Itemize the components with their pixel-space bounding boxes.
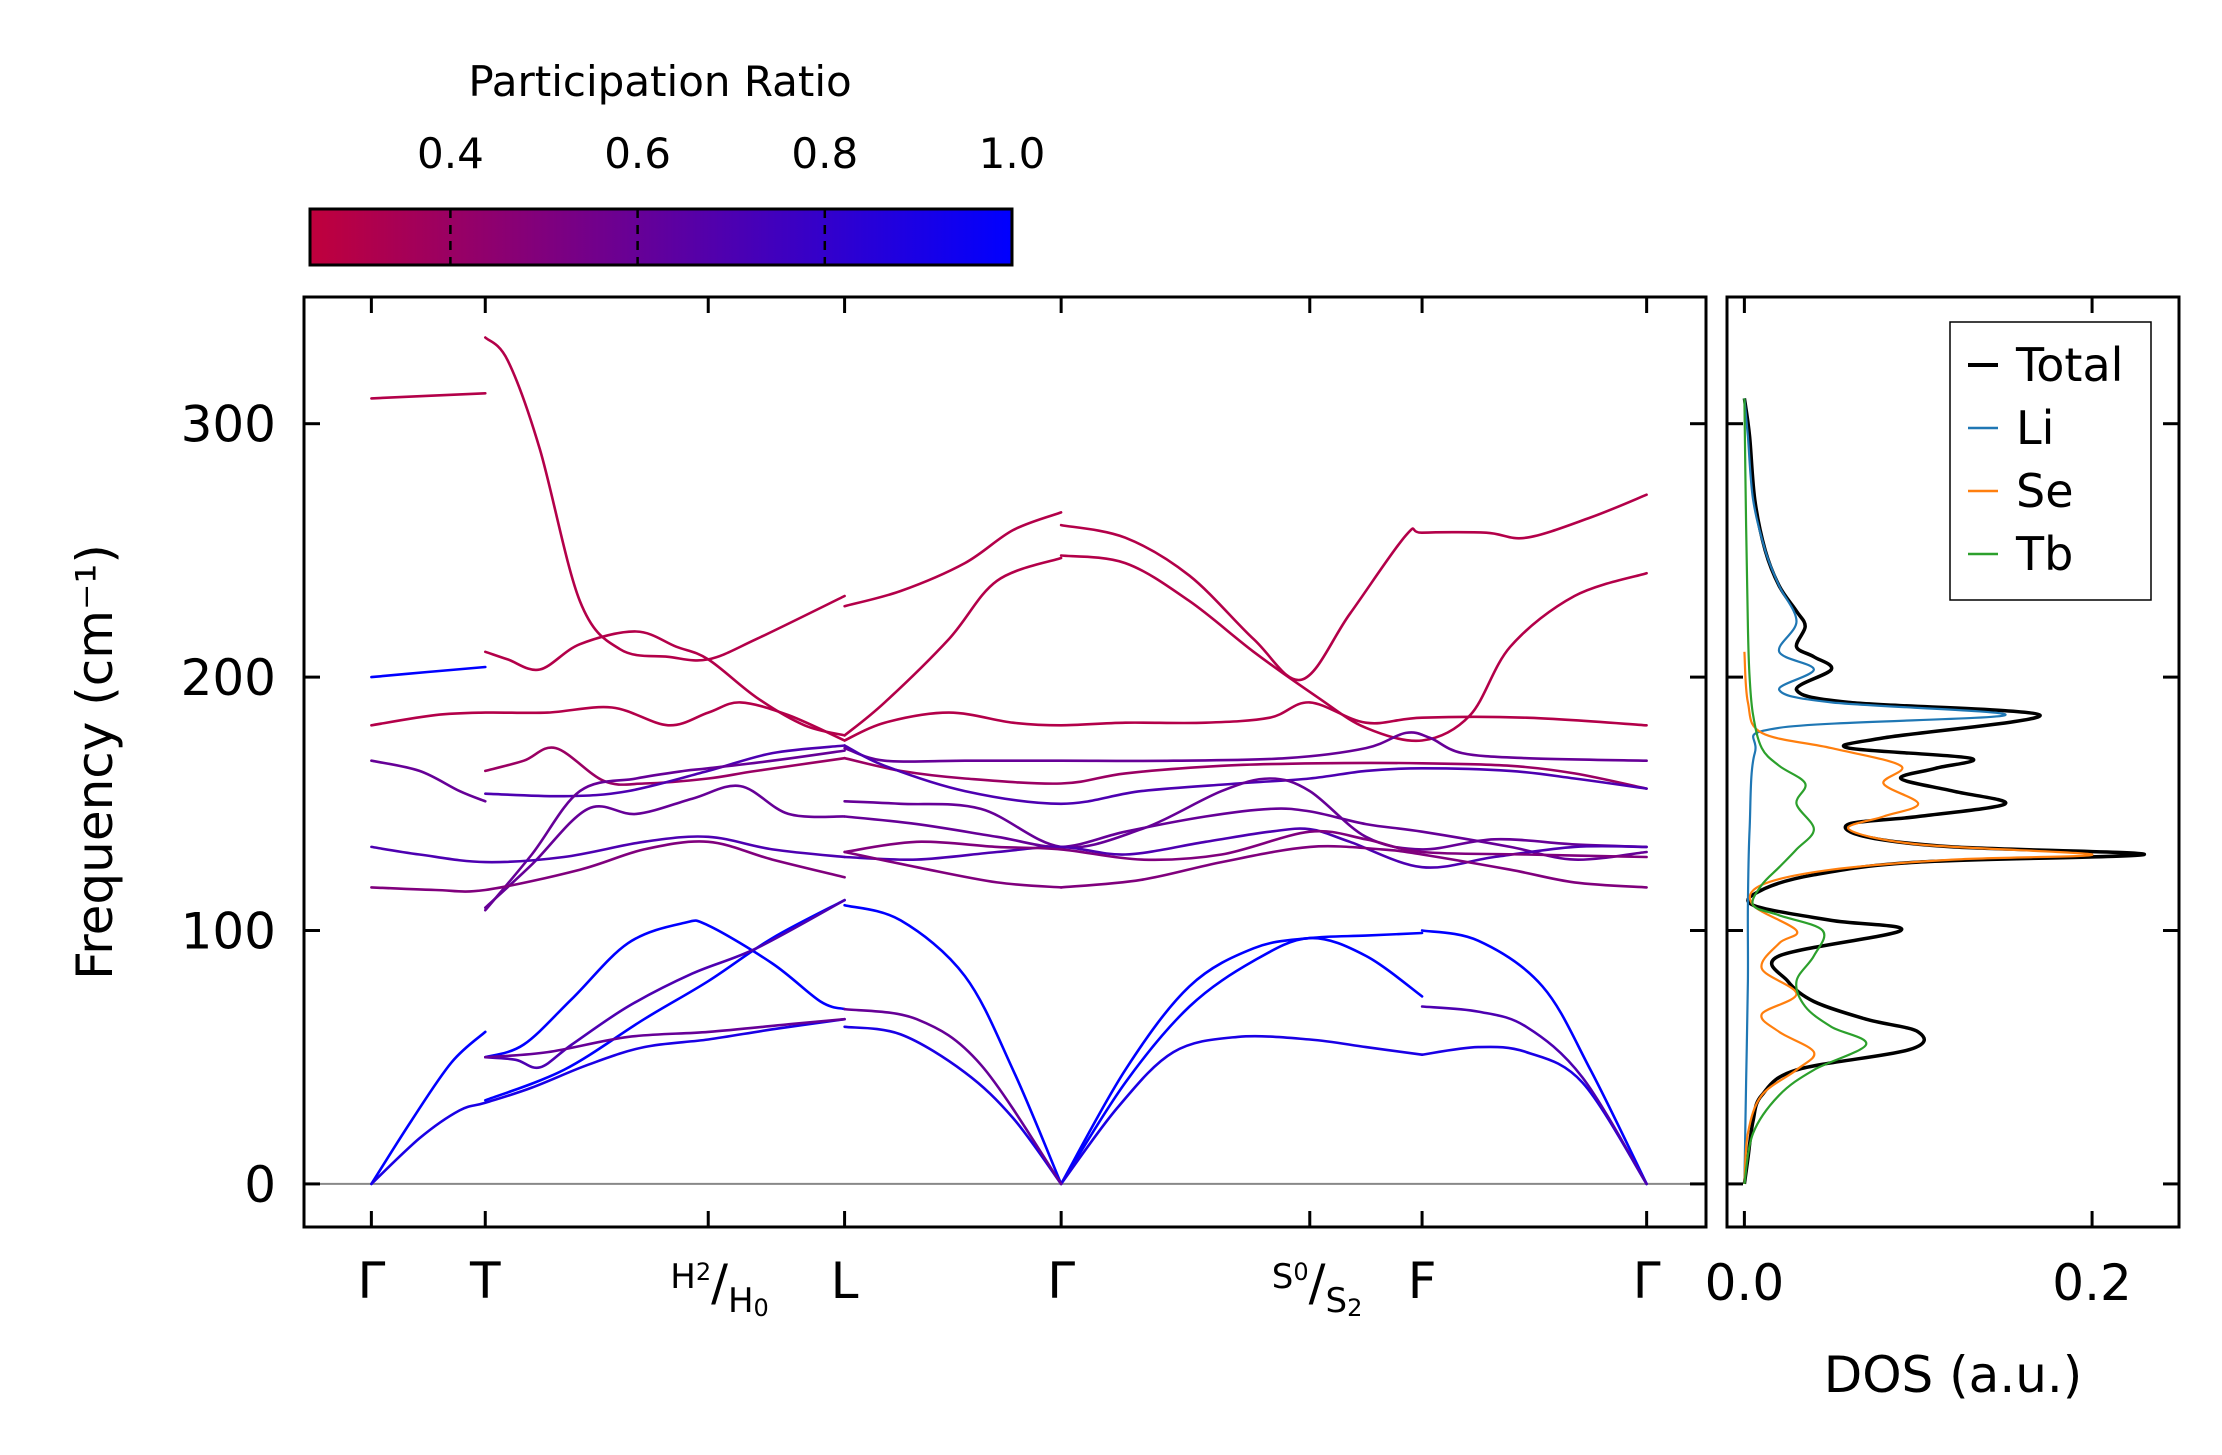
legend-label-tb: Tb [2015, 527, 2073, 581]
k-point-label: Γ [1633, 1252, 1661, 1310]
y-tick-label: 0 [244, 1156, 276, 1214]
phonon-band-17 [484, 1017, 846, 1059]
dos-x-tick-label: 0.0 [1705, 1254, 1785, 1312]
phonon-band-16 [1420, 1005, 1648, 1186]
phonon-band-17 [843, 1007, 1063, 1186]
y-tick-label: 200 [181, 649, 276, 707]
dos-x-axis-ticks: 0.0 0.2 [1705, 297, 2132, 1312]
phonon-band-10 [843, 827, 1648, 869]
phonon-band-1 [370, 392, 487, 400]
dos-curve-se [1743, 651, 2094, 1184]
k-point-label: L [831, 1252, 859, 1310]
colorbar-title: Participation Ratio [468, 57, 851, 106]
phonon-band-15 [370, 1017, 846, 1186]
dos-curves [1742, 398, 2146, 1185]
colorbar: Participation Ratio 0.4 0.6 0.8 1.0 [308, 57, 1045, 267]
dos-x-tick-label: 0.2 [2052, 1254, 2132, 1312]
dos-panel: 0.0 0.2 DOS (a.u.) Total Li Se Tb [1705, 295, 2181, 1404]
colorbar-tick-label: 0.6 [604, 129, 671, 178]
colorbar-ticks: 0.4 0.6 0.8 1.0 [417, 129, 1045, 265]
band-structure-panel: 0 100 200 300 Γ T H2/H0 L Γ S0/S2 F Γ Frequency (c… [66, 295, 1708, 1322]
dos-curve-total [1742, 398, 2146, 1185]
k-point-label-split: H2/H0 [670, 1254, 769, 1322]
phonon-band-5 [843, 756, 1648, 790]
k-point-label: Γ [357, 1252, 385, 1310]
phonon-band-13 [1420, 929, 1648, 1186]
colorbar-tick-label: 1.0 [979, 129, 1046, 178]
dos-x-axis-title: DOS (a.u.) [1824, 1346, 2083, 1404]
phonon-band-14 [484, 898, 846, 1102]
phonon-band-13 [484, 919, 846, 1059]
k-point-label-split: S0/S2 [1272, 1254, 1363, 1322]
phonon-band-15 [1059, 1034, 1424, 1186]
phonon-band-11 [370, 840, 846, 893]
dos-plot-frame [1725, 295, 2181, 1229]
phonon-band-9 [843, 807, 1648, 861]
phonon-band-14 [1059, 936, 1424, 1186]
phonon-band-8 [843, 777, 1648, 851]
y-tick-label: 300 [181, 396, 276, 454]
phonon-band-3 [484, 630, 846, 737]
phonon-band-4 [370, 701, 846, 742]
phonon-band-11 [843, 829, 1648, 862]
x-axis-ticks [369, 297, 1649, 1227]
y-axis-title: Frequency (cm⁻¹) [66, 544, 124, 980]
colorbar-tick-label: 0.4 [417, 129, 484, 178]
colorbar-gradient [308, 207, 1014, 267]
legend-label-li: Li [2016, 401, 2054, 455]
phonon-band-12 [1059, 844, 1648, 889]
dos-curve-li [1743, 398, 2007, 1184]
band-plot-frame [302, 295, 1708, 1229]
phonon-band-7 [484, 744, 846, 798]
phonon-band-1 [1059, 493, 1648, 682]
phonon-band-13 [370, 665, 487, 679]
phonon-band-6 [370, 759, 487, 803]
phonon-band-2 [1059, 554, 1648, 743]
phonon-band-6 [843, 731, 1648, 763]
k-point-label: F [1408, 1252, 1437, 1310]
phonon-band-1 [484, 336, 846, 662]
dos-curve-tb [1743, 398, 1868, 1185]
phonon-band-4 [843, 701, 1648, 742]
y-axis-ticks: 0 100 200 300 [181, 396, 1706, 1214]
phonon-band-14 [370, 1030, 487, 1186]
k-path-labels: Γ T H2/H0 L Γ S0/S2 F Γ [357, 1252, 1660, 1322]
k-point-label: Γ [1047, 1252, 1075, 1310]
phonon-band-13 [843, 903, 1063, 1186]
y-tick-label: 100 [181, 903, 276, 961]
phonon-band-12 [843, 850, 1063, 889]
phonon-band-7 [843, 744, 1648, 806]
phonon-band-15 [843, 1025, 1063, 1186]
band-lines [370, 336, 1648, 1186]
phonon-band-13 [1059, 931, 1424, 1186]
dos-legend: Total Li Se Tb [1949, 321, 2152, 601]
phonon-band-1 [843, 511, 1063, 608]
legend-label-total: Total [2015, 338, 2123, 392]
legend-label-se: Se [2016, 464, 2074, 518]
phonon-band-8 [484, 749, 846, 912]
colorbar-tick-label: 0.8 [791, 129, 858, 178]
dos-y-axis-ticks [1727, 422, 2179, 1186]
phonon-band-16 [484, 898, 846, 1070]
phonon-band-10 [370, 835, 846, 864]
phonon-band-9 [484, 784, 846, 909]
phonon-band-3 [843, 556, 1063, 737]
k-point-label: T [469, 1252, 501, 1310]
phonon-band-5 [484, 746, 846, 786]
